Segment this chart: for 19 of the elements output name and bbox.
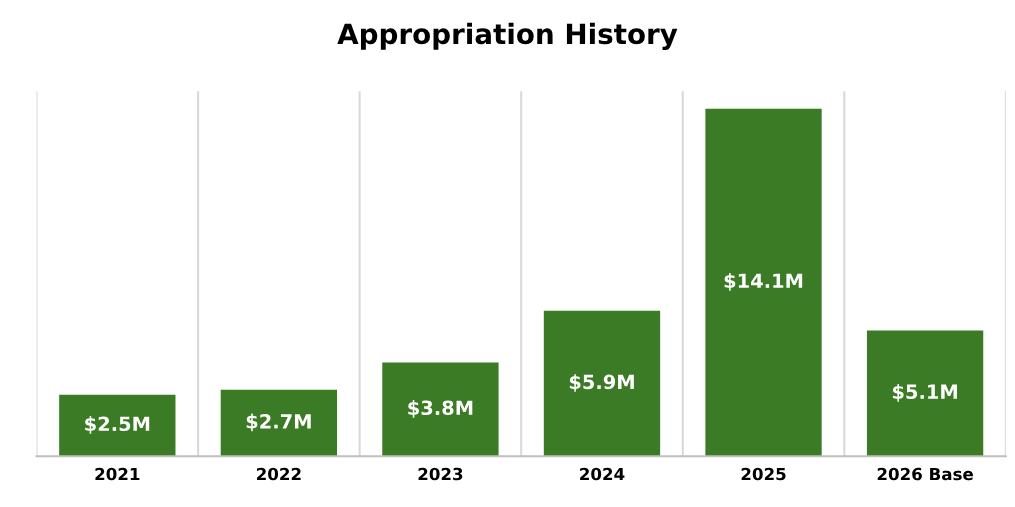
bar <box>59 394 176 457</box>
data-label: $5.1M <box>892 384 957 402</box>
bar <box>543 310 661 457</box>
data-label: $5.9M <box>569 374 634 392</box>
bar <box>866 330 984 457</box>
x-tick-label: 2021 <box>95 467 140 481</box>
bar <box>220 389 338 457</box>
x-tick-label: 2023 <box>418 467 463 481</box>
data-label: $3.8M <box>408 400 473 418</box>
data-label: $14.1M <box>724 273 803 291</box>
x-tick-label: 2022 <box>257 467 301 481</box>
bar <box>705 108 822 457</box>
x-tick-label: 2024 <box>580 467 625 481</box>
chart-title: Appropriation History <box>337 22 678 50</box>
x-tick-label: 2026 Base <box>877 467 973 481</box>
data-label: $2.5M <box>85 416 150 434</box>
x-tick-label: 2025 <box>741 467 786 481</box>
bar <box>382 362 499 457</box>
data-label: $2.7M <box>246 413 311 432</box>
